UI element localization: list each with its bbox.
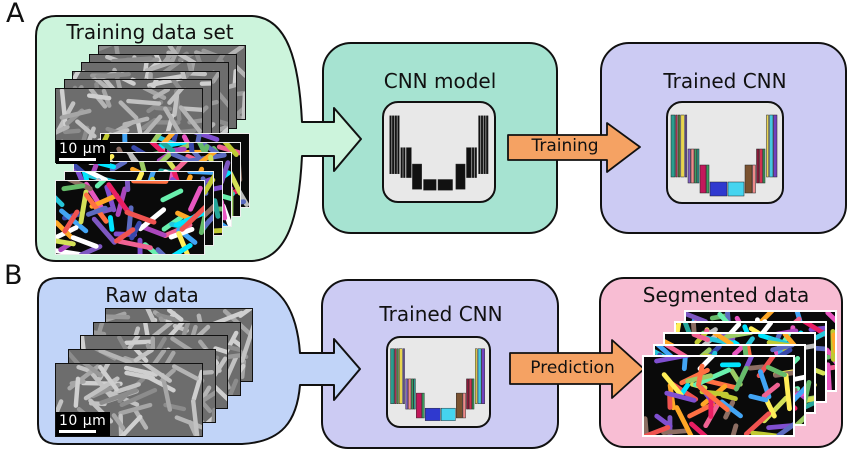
training-data-box-title: Training data set <box>66 20 234 44</box>
trained-cnn-box-b-title: Trained CNN <box>379 302 503 326</box>
cnn-model-box-title: CNN model <box>383 69 497 93</box>
segmented-mask-stack <box>642 310 838 438</box>
raw-micrograph-stack <box>55 308 254 438</box>
scale-bar-a-rule <box>59 158 96 161</box>
mask-image-layer <box>642 354 795 437</box>
panel-b-label: B <box>4 260 23 291</box>
unet-black-icon <box>389 115 489 191</box>
prediction-arrow <box>509 339 645 399</box>
unet-colored-icon <box>670 114 778 197</box>
unet-colored-icon-b <box>390 348 485 421</box>
trained-cnn-box-a-title: Trained CNN <box>663 69 787 93</box>
training-arrow <box>507 122 641 173</box>
scale-bar-b-label: 10 μm <box>59 413 107 429</box>
raw-data-box-title: Raw data <box>105 283 199 307</box>
training-micrograph-stack <box>55 45 247 164</box>
scale-bar-b: 10 μm <box>56 412 111 436</box>
scale-bar-a-label: 10 μm <box>59 141 107 157</box>
prediction-arrow-label: Prediction <box>530 358 615 378</box>
scale-bar-a: 10 μm <box>56 140 111 164</box>
training-arrow-label: Training <box>531 136 599 156</box>
segmented-data-box-title: Segmented data <box>642 283 810 307</box>
panel-a-label: A <box>6 0 25 29</box>
training-mask-stack <box>55 133 251 256</box>
scale-bar-b-rule <box>59 430 96 433</box>
mask-image-layer <box>55 180 205 255</box>
